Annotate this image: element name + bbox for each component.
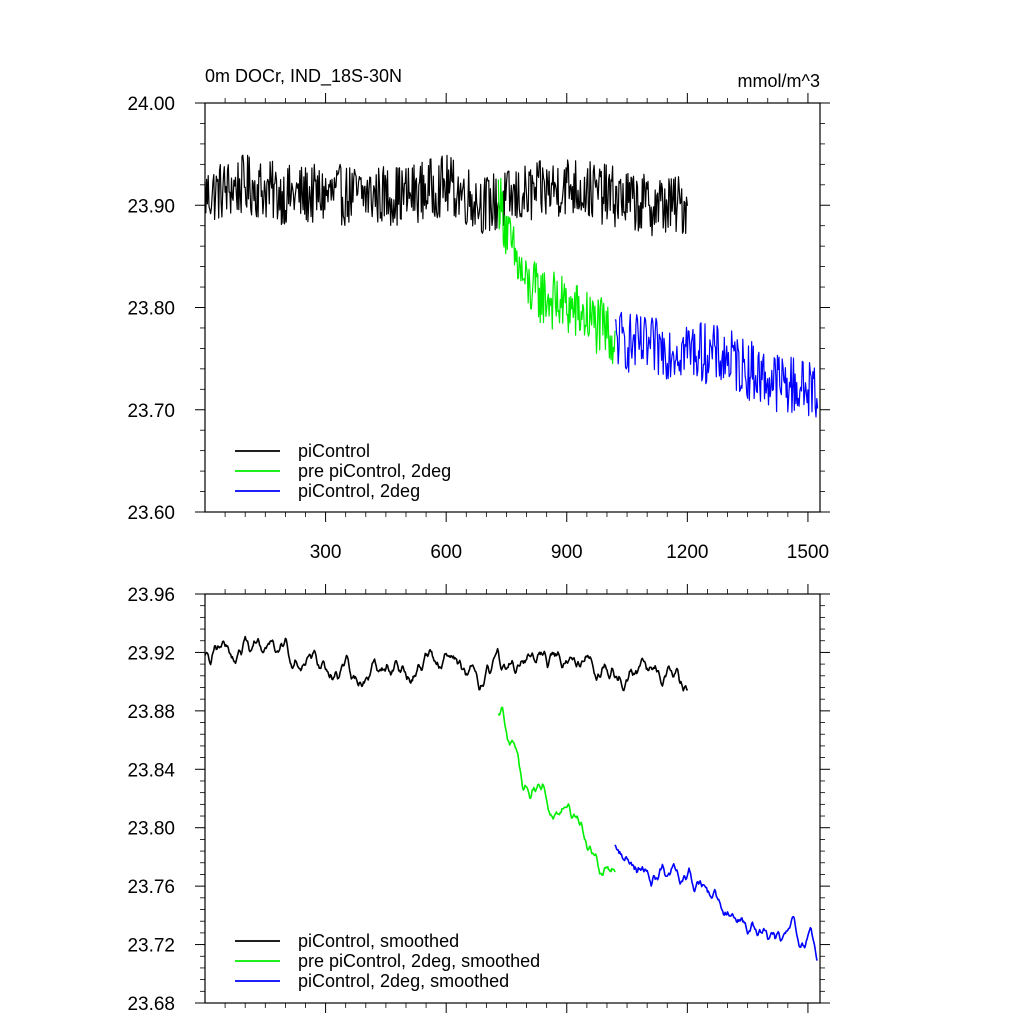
series-line-3 <box>614 844 818 961</box>
y-tick-label: 23.88 <box>127 702 175 723</box>
legend-label-3: piControl, 2deg, smoothed <box>298 971 509 991</box>
legend-label-1: piControl <box>298 441 370 461</box>
x-tick-label: 1500 <box>787 542 829 563</box>
y-tick-label: 23.80 <box>127 819 175 840</box>
legend-label-1: piControl, smoothed <box>298 931 459 951</box>
y-tick-label: 23.80 <box>127 299 175 320</box>
y-tick-label: 23.96 <box>127 585 175 606</box>
y-tick-label: 23.60 <box>127 503 175 524</box>
y-tick-label: 23.76 <box>127 877 175 898</box>
y-tick-label: 23.72 <box>127 936 175 957</box>
y-tick-label: 24.00 <box>127 94 175 115</box>
x-tick-label: 1200 <box>666 542 708 563</box>
series-line-2 <box>497 177 616 365</box>
legend-label-2: pre piControl, 2deg <box>298 461 451 481</box>
legend-label-3: piControl, 2deg <box>298 481 420 501</box>
y-tick-label: 23.70 <box>127 401 175 422</box>
series-line-1 <box>204 635 689 692</box>
y-tick-label: 23.92 <box>127 643 175 664</box>
x-tick-label: 900 <box>551 542 583 563</box>
y-tick-label: 23.84 <box>127 760 175 781</box>
units-label: mmol/m^3 <box>738 71 820 91</box>
chart-title: 0m DOCr, IND_18S-30N <box>205 66 402 87</box>
series-line-2 <box>497 706 616 877</box>
y-tick-label: 23.68 <box>127 994 175 1015</box>
series-line-1 <box>204 154 688 237</box>
series-line-3 <box>614 311 819 418</box>
x-tick-label: 300 <box>310 542 342 563</box>
plot-frame <box>204 593 821 1004</box>
y-tick-label: 23.90 <box>127 196 175 217</box>
x-tick-label: 600 <box>430 542 462 563</box>
legend-label-2: pre piControl, 2deg, smoothed <box>298 951 540 971</box>
